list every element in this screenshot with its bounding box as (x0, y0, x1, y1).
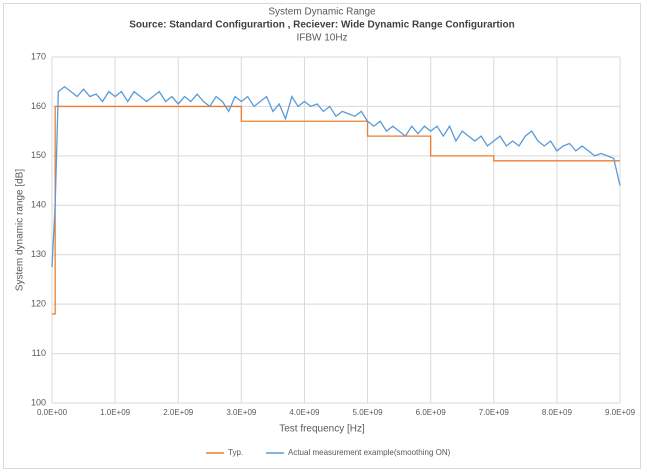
y-tick-label: 150 (31, 150, 46, 160)
x-tick-label: 2.0E+09 (163, 408, 194, 417)
y-tick-label: 140 (31, 200, 46, 210)
x-tick-label: 0.0E+00 (37, 408, 68, 417)
x-axis-label: Test frequency [Hz] (279, 424, 365, 435)
y-tick-label: 160 (31, 101, 46, 111)
y-axis-label: System dynamic range [dB] (15, 169, 26, 291)
chart-border (3, 3, 641, 469)
legend-label: Typ. (228, 448, 243, 457)
x-tick-label: 7.0E+09 (479, 408, 510, 417)
chart-subtitle: Source: Standard Configurartion , Reciev… (129, 20, 515, 31)
x-tick-label: 1.0E+09 (100, 408, 131, 417)
legend-label: Actual measurement example(smoothing ON) (288, 448, 451, 457)
y-tick-label: 130 (31, 249, 46, 259)
chart-title: System Dynamic Range (268, 7, 376, 18)
data-line (52, 105, 620, 315)
x-tick-label: 8.0E+09 (542, 408, 573, 417)
y-tick-label: 100 (31, 397, 46, 407)
y-tick-label: 170 (31, 51, 46, 61)
x-tick-label: 9.0E+09 (605, 408, 636, 417)
data-line (51, 85, 621, 268)
x-tick-label: 4.0E+09 (289, 408, 320, 417)
x-tick-label: 3.0E+09 (226, 408, 257, 417)
x-tick-label: 5.0E+09 (353, 408, 384, 417)
y-tick-label: 120 (31, 299, 46, 309)
y-tick-label: 110 (32, 348, 46, 358)
annotation: IFBW 10Hz (296, 33, 347, 44)
x-tick-label: 6.0E+09 (416, 408, 447, 417)
